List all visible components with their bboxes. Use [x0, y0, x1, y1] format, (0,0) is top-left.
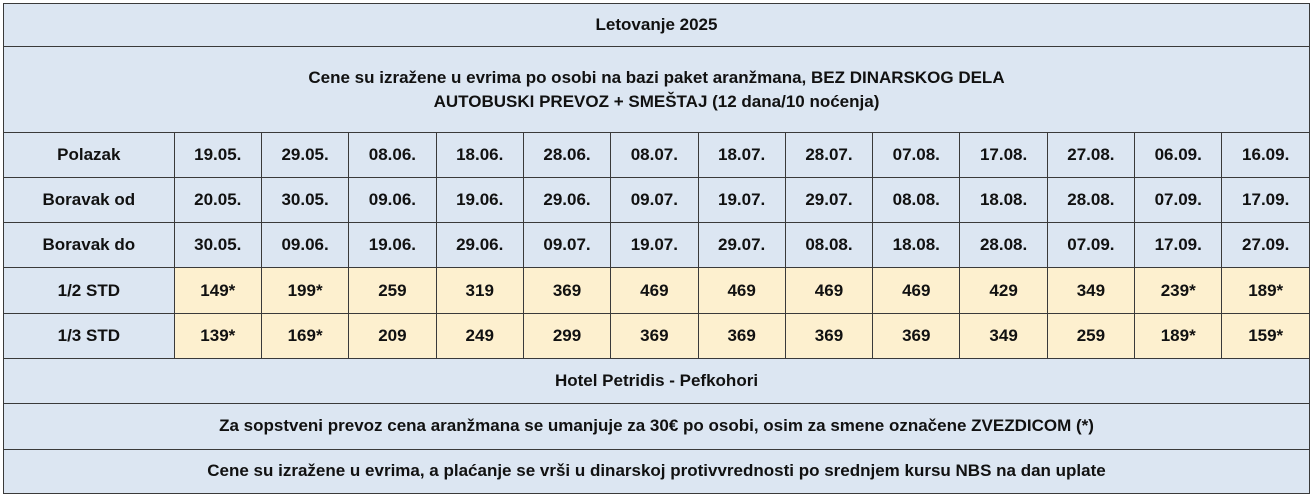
date-cell: 17.09. [1134, 222, 1223, 269]
price-cell: 239* [1134, 267, 1223, 314]
subtitle-row: Cene su izražene u evrima po osobi na ba… [3, 46, 1310, 134]
date-cell: 08.07. [610, 132, 699, 179]
date-cell: 29.05. [260, 132, 350, 179]
date-cell: 17.08. [959, 132, 1048, 179]
date-cell: 18.08. [959, 177, 1048, 224]
date-cell: 08.06. [348, 132, 437, 179]
date-cell: 28.06. [522, 132, 612, 179]
payment-note: Cene su izražene u evrima, a plaćanje se… [3, 448, 1310, 495]
date-cell: 19.06. [435, 177, 524, 224]
date-cell: 19.05. [173, 132, 262, 179]
price-cell: 349 [959, 312, 1048, 359]
subtitle-line-package: AUTOBUSKI PREVOZ + SMEŠTAJ (12 dana/10 n… [433, 91, 880, 111]
date-cell: 07.08. [872, 132, 961, 179]
own-transport-note: Za sopstveni prevoz cena aranžmana se um… [3, 402, 1310, 450]
price-cell: 189* [1221, 267, 1310, 314]
price-cell: 469 [784, 267, 874, 314]
date-cell: 09.07. [522, 222, 612, 269]
price-cell: 469 [872, 267, 961, 314]
date-cell: 07.09. [1134, 177, 1223, 224]
price-cell: 169* [260, 312, 350, 359]
date-cell: 29.06. [435, 222, 524, 269]
table-subtitle: Cene su izražene u evrima po osobi na ba… [3, 46, 1310, 134]
price-cell: 259 [1046, 312, 1136, 359]
date-cell: 08.08. [872, 177, 961, 224]
price-cell: 369 [697, 312, 786, 359]
note-row: Za sopstveni prevoz cena aranžmana se um… [3, 402, 1310, 450]
date-cell: 29.06. [522, 177, 612, 224]
price-cell: 199* [260, 267, 350, 314]
subtitle-line-price-basis: Cene su izražene u evrima po osobi na ba… [308, 67, 1005, 87]
date-cell: 18.06. [435, 132, 524, 179]
date-cell: 27.08. [1046, 132, 1136, 179]
date-cell: 19.07. [610, 222, 699, 269]
price-row: 1/2 STD 149* 199* 259 319 369 469 469 469 469 429 3… [3, 267, 1310, 314]
price-cell: 159* [1221, 312, 1310, 359]
price-cell: 469 [697, 267, 786, 314]
price-cell: 189* [1134, 312, 1223, 359]
price-cell: 469 [610, 267, 699, 314]
date-cell: 19.06. [348, 222, 437, 269]
price-cell: 349 [1046, 267, 1136, 314]
date-cell: 20.05. [173, 177, 262, 224]
date-cell: 18.08. [872, 222, 961, 269]
schedule-row: Polazak 19.05. 29.05. 08.06. 18.06. 28.06. 08.… [3, 132, 1310, 179]
row-label: Boravak od [3, 177, 175, 224]
price-cell: 369 [522, 267, 612, 314]
price-cell: 319 [435, 267, 524, 314]
price-row: 1/3 STD 139* 169* 209 249 299 369 369 369 369 349 2… [3, 312, 1310, 359]
date-cell: 29.07. [784, 177, 874, 224]
date-cell: 17.09. [1221, 177, 1310, 224]
date-cell: 06.09. [1134, 132, 1223, 179]
price-cell: 259 [348, 267, 437, 314]
date-cell: 08.08. [784, 222, 874, 269]
date-cell: 30.05. [173, 222, 262, 269]
schedule-row: Boravak do 30.05. 09.06. 19.06. 29.06. 09.07.… [3, 222, 1310, 269]
row-label: 1/3 STD [3, 312, 175, 359]
hotel-name: Hotel Petridis - Pefkohori [3, 357, 1310, 404]
price-cell: 209 [348, 312, 437, 359]
row-label: 1/2 STD [3, 267, 175, 314]
date-cell: 28.07. [784, 132, 874, 179]
price-cell: 299 [522, 312, 612, 359]
date-cell: 09.06. [348, 177, 437, 224]
date-cell: 19.07. [697, 177, 786, 224]
hotel-row: Hotel Petridis - Pefkohori [3, 357, 1310, 404]
date-cell: 27.09. [1221, 222, 1310, 269]
date-cell: 09.06. [260, 222, 350, 269]
price-cell: 369 [872, 312, 961, 359]
date-cell: 18.07. [697, 132, 786, 179]
price-table: Letovanje 2025 Cene su izražene u evrima… [3, 2, 1310, 495]
price-cell: 429 [959, 267, 1048, 314]
date-cell: 28.08. [1046, 177, 1136, 224]
date-cell: 07.09. [1046, 222, 1136, 269]
row-label: Boravak do [3, 222, 175, 269]
title-row: Letovanje 2025 [3, 2, 1310, 48]
date-cell: 09.07. [610, 177, 699, 224]
price-cell: 369 [610, 312, 699, 359]
row-label: Polazak [3, 132, 175, 179]
note-row: Cene su izražene u evrima, a plaćanje se… [3, 448, 1310, 495]
price-cell: 369 [784, 312, 874, 359]
date-cell: 16.09. [1221, 132, 1310, 179]
price-cell: 139* [173, 312, 262, 359]
table-title: Letovanje 2025 [3, 2, 1310, 48]
date-cell: 29.07. [697, 222, 786, 269]
schedule-row: Boravak od 20.05. 30.05. 09.06. 19.06. 29.06.… [3, 177, 1310, 224]
price-cell: 149* [173, 267, 262, 314]
date-cell: 30.05. [260, 177, 350, 224]
price-cell: 249 [435, 312, 524, 359]
date-cell: 28.08. [959, 222, 1048, 269]
